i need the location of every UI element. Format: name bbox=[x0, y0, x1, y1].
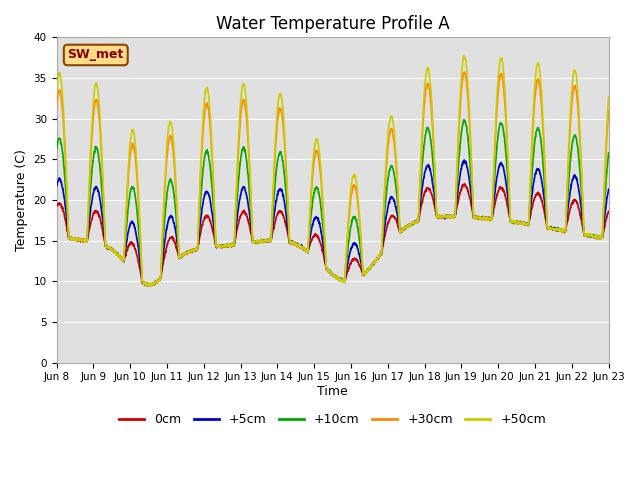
+5cm bbox=[460, 157, 468, 163]
+50cm bbox=[147, 284, 154, 289]
Line: +5cm: +5cm bbox=[56, 160, 609, 286]
+10cm bbox=[556, 226, 564, 231]
+10cm bbox=[349, 216, 356, 222]
+5cm bbox=[605, 186, 612, 192]
+50cm bbox=[361, 271, 369, 277]
+50cm bbox=[605, 94, 612, 100]
+30cm bbox=[361, 270, 369, 276]
0cm bbox=[207, 219, 214, 225]
0cm bbox=[493, 192, 501, 197]
+5cm bbox=[556, 227, 564, 233]
+5cm bbox=[52, 183, 60, 189]
+5cm bbox=[349, 241, 356, 247]
+10cm bbox=[572, 134, 579, 140]
+30cm bbox=[572, 86, 579, 92]
+50cm bbox=[493, 86, 501, 92]
+50cm bbox=[460, 53, 468, 59]
+50cm bbox=[349, 175, 356, 181]
+50cm bbox=[207, 121, 214, 127]
X-axis label: Time: Time bbox=[317, 385, 348, 398]
0cm bbox=[605, 209, 612, 215]
+30cm bbox=[605, 108, 612, 113]
Line: 0cm: 0cm bbox=[56, 184, 609, 286]
0cm bbox=[361, 271, 369, 277]
+30cm bbox=[207, 132, 214, 138]
Line: +10cm: +10cm bbox=[56, 120, 609, 286]
Line: +30cm: +30cm bbox=[56, 72, 609, 286]
+10cm bbox=[361, 271, 369, 277]
+10cm bbox=[493, 138, 501, 144]
+50cm bbox=[52, 91, 60, 96]
Line: +50cm: +50cm bbox=[56, 56, 609, 287]
0cm bbox=[556, 226, 564, 232]
+5cm bbox=[493, 172, 501, 178]
Legend: 0cm, +5cm, +10cm, +30cm, +50cm: 0cm, +5cm, +10cm, +30cm, +50cm bbox=[114, 408, 551, 431]
+5cm bbox=[572, 174, 579, 180]
+10cm bbox=[52, 147, 60, 153]
+30cm bbox=[349, 186, 356, 192]
Y-axis label: Temperature (C): Temperature (C) bbox=[15, 149, 28, 251]
+10cm bbox=[460, 117, 468, 123]
+5cm bbox=[361, 271, 369, 276]
Text: SW_met: SW_met bbox=[68, 48, 124, 61]
+30cm bbox=[143, 283, 150, 288]
+10cm bbox=[143, 283, 151, 288]
+30cm bbox=[556, 227, 564, 232]
0cm bbox=[572, 197, 579, 203]
+5cm bbox=[207, 200, 214, 206]
+50cm bbox=[556, 227, 564, 232]
+30cm bbox=[52, 105, 60, 110]
+30cm bbox=[493, 100, 501, 106]
+10cm bbox=[605, 150, 612, 156]
0cm bbox=[52, 203, 60, 209]
0cm bbox=[461, 181, 468, 187]
0cm bbox=[144, 283, 152, 288]
0cm bbox=[349, 256, 356, 262]
+10cm bbox=[207, 169, 214, 175]
+5cm bbox=[145, 283, 152, 288]
+30cm bbox=[461, 69, 468, 75]
Title: Water Temperature Profile A: Water Temperature Profile A bbox=[216, 15, 449, 33]
+50cm bbox=[572, 70, 579, 75]
